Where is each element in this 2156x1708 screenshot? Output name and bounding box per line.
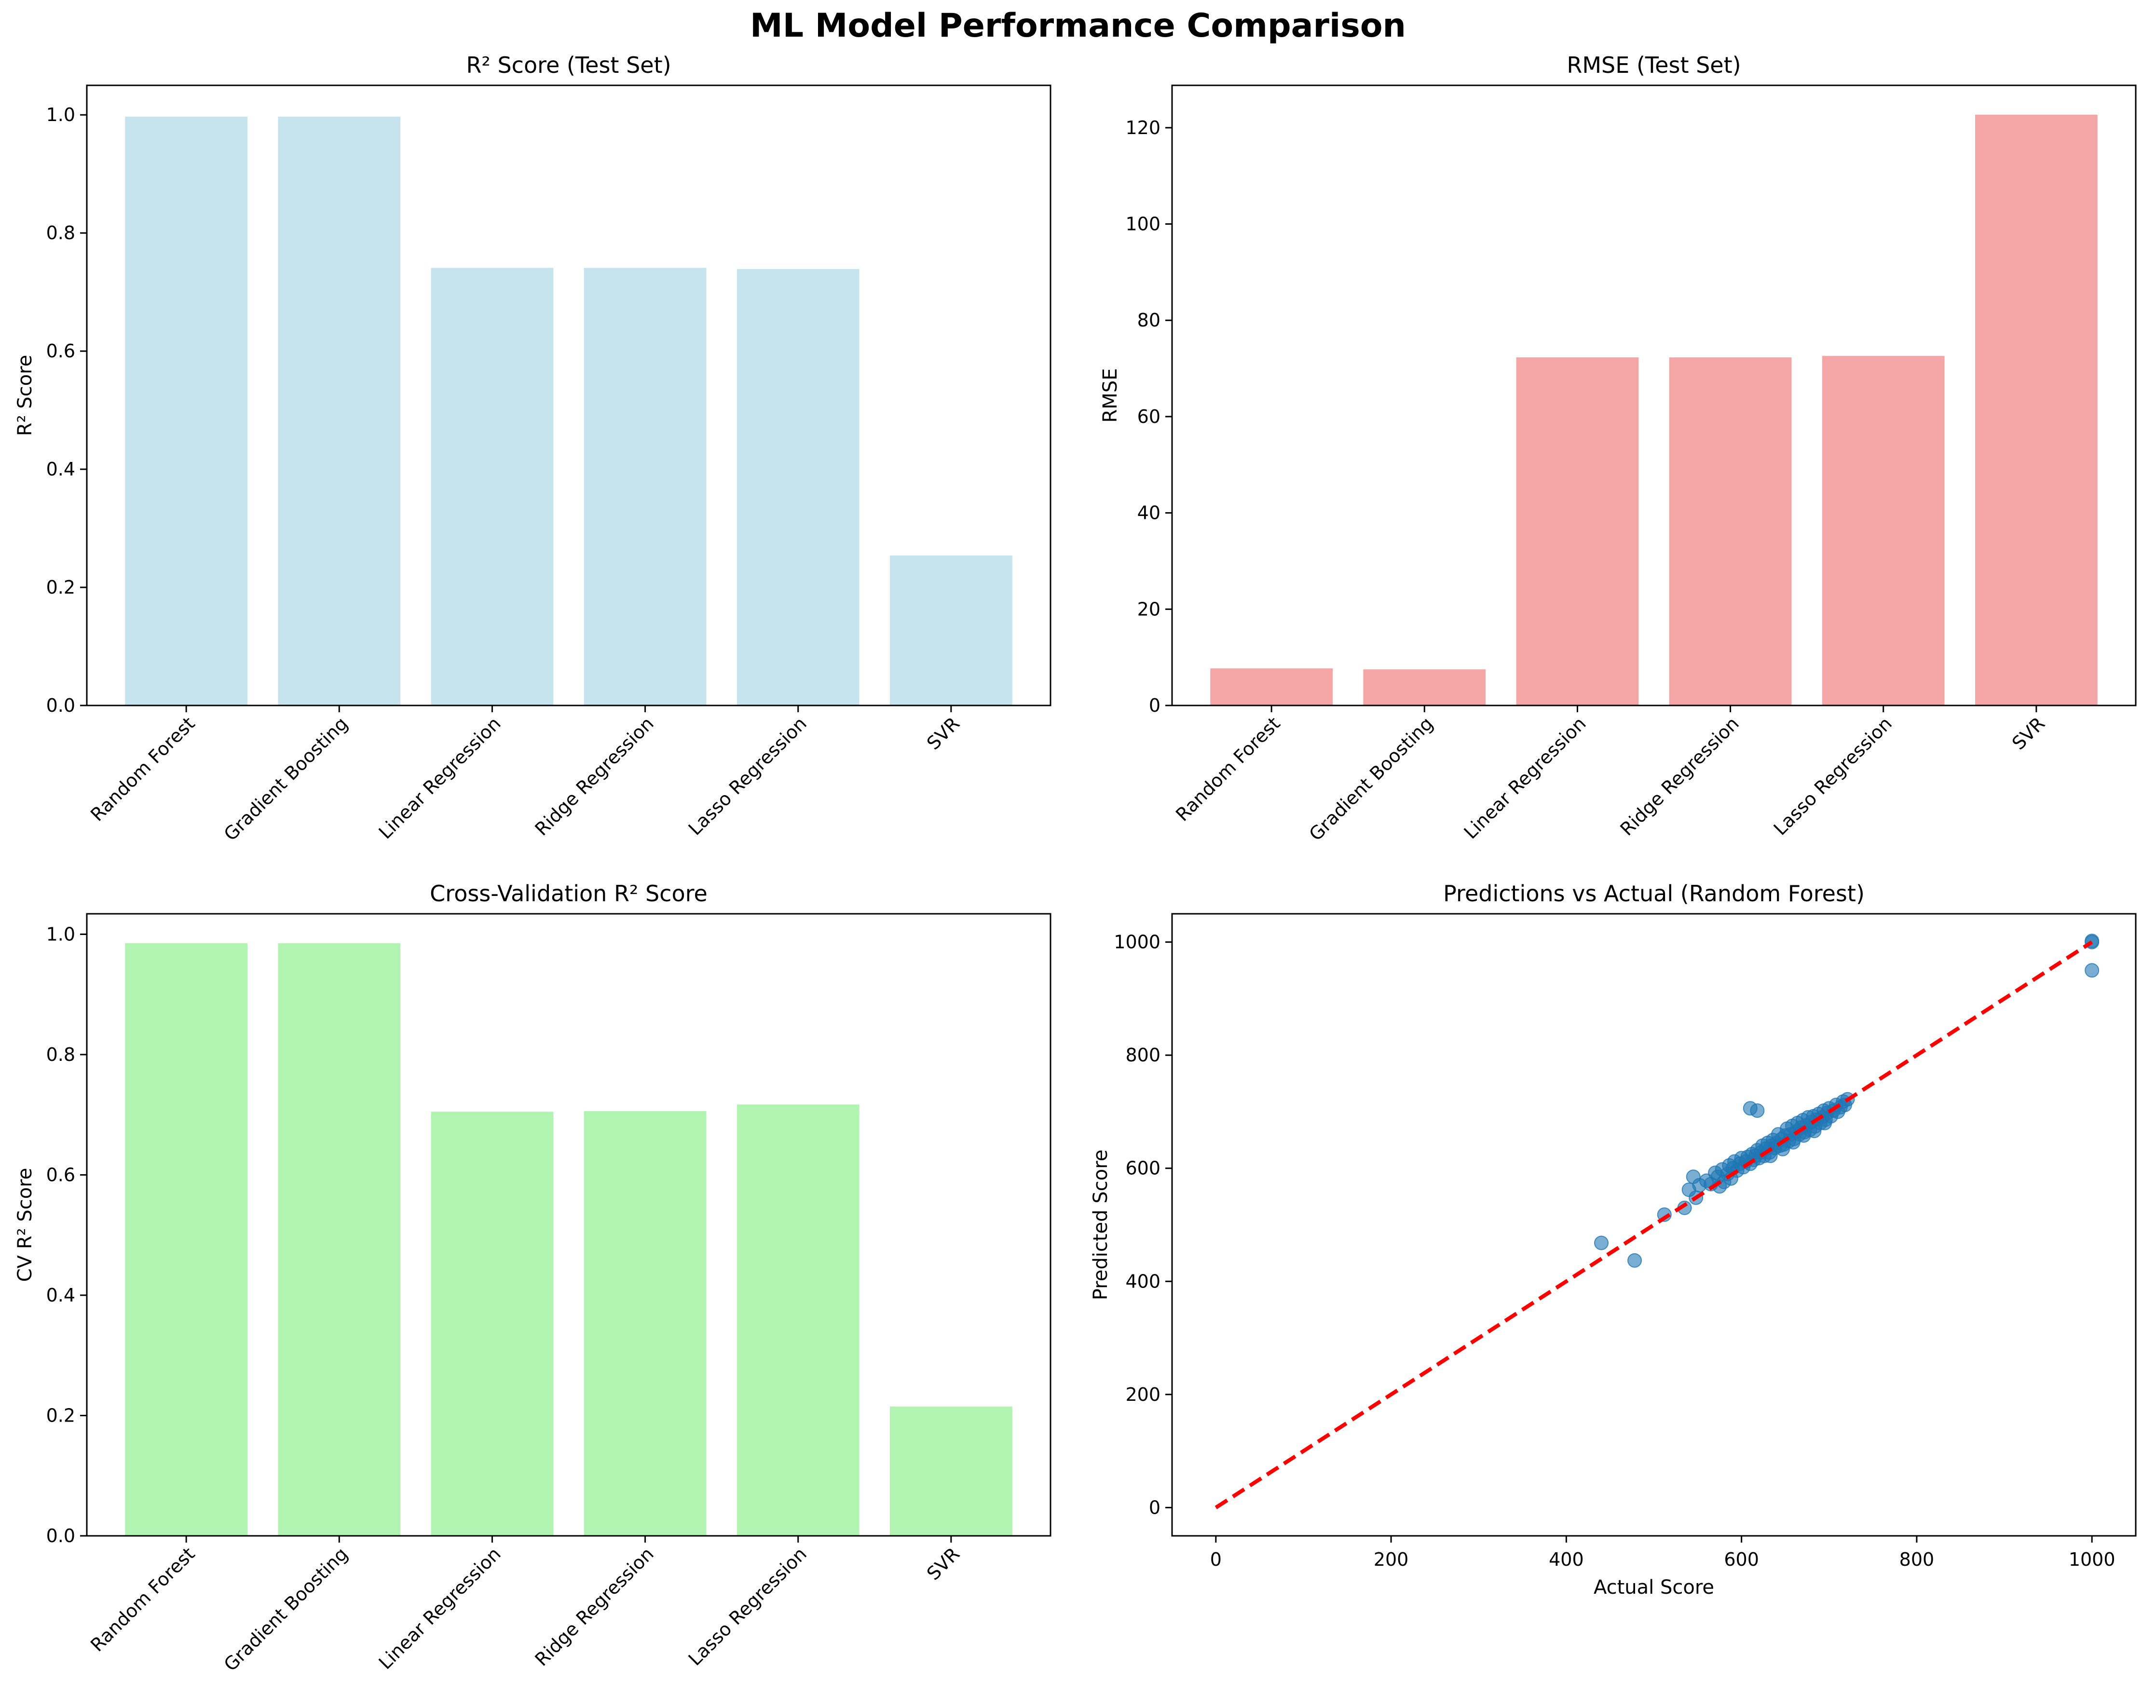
rmse-bar [1822,356,1945,705]
r2-bar [737,269,860,705]
scatter-axes-frame [1171,913,2137,1537]
r2-xtick-label: Random Forest [86,713,199,825]
scatter-ytick-label: 0 [1149,1497,1160,1518]
r2-axes-frame [86,84,1051,706]
r2-xtick-label: SVR [923,713,964,754]
cv-bar [278,943,401,1536]
cv-bar [431,1112,554,1536]
scatter-ylabel: Predicted Score [1090,1150,1112,1301]
scatter-point [1807,1124,1822,1139]
rmse-bar [1669,357,1792,705]
scatter-point [1786,1135,1801,1150]
scatter-point [1817,1115,1832,1130]
scatter-xtick-label: 0 [1210,1549,1222,1570]
rmse-xtick-label: Linear Regression [1460,713,1590,843]
scatter-reference-line [1214,940,2093,1509]
cv-bar [125,943,247,1536]
rmse-xtick-label: Ridge Regression [1616,713,1743,840]
scatter-xtick-label: 200 [1374,1549,1409,1570]
r2-xtick-label: Lasso Regression [684,713,811,840]
r2-bar [584,268,707,705]
r2-bar [890,555,1012,705]
rmse-axes-frame [1171,84,2137,706]
r2-title: R² Score (Test Set) [466,52,671,78]
scatter-ytick-label: 600 [1125,1158,1160,1179]
rmse-ytick-label: 120 [1125,117,1160,138]
cv-xtick-label: Random Forest [86,1543,199,1655]
scatter-point [1594,1235,1609,1250]
cv-ylabel: CV R² Score [14,1168,36,1282]
cv-ytick-label: 1.0 [46,923,75,945]
scatter-ytick-label: 400 [1125,1271,1160,1292]
cv-ytick-label: 0.8 [46,1044,75,1065]
rmse-ytick-label: 100 [1125,214,1160,235]
r2-ytick-label: 0.2 [46,577,75,598]
rmse-ylabel: RMSE [1099,368,1121,423]
scatter-xtick-label: 600 [1724,1549,1759,1570]
rmse-ytick-label: 60 [1137,406,1160,427]
scatter-point [1627,1253,1642,1268]
scatter-xtick-label: 800 [1899,1549,1935,1570]
cv-ytick-label: 0.2 [46,1405,75,1426]
rmse-xtick-label: Lasso Regression [1770,713,1897,840]
r2-xtick-label: Gradient Boosting [220,713,352,845]
r2-ytick-label: 0.0 [46,695,75,716]
rmse-bar [1975,114,2098,705]
cv-bar [890,1406,1012,1536]
rmse-ytick-label: 80 [1137,310,1160,331]
r2-bar [125,116,247,706]
scatter-xtick-label: 1000 [2069,1549,2115,1570]
r2-bar [431,268,554,705]
r2-ytick-label: 0.6 [46,340,75,362]
cv-bar [737,1104,860,1536]
cv-ytick-label: 0.4 [46,1285,75,1306]
cv-ytick-label: 0.6 [46,1164,75,1185]
cv-xtick-label: Gradient Boosting [220,1543,352,1675]
r2-ylabel: R² Score [14,355,36,436]
rmse-title: RMSE (Test Set) [1567,52,1741,78]
rmse-bar [1516,357,1639,705]
r2-ytick-label: 1.0 [46,104,75,125]
r2-ytick-label: 0.4 [46,459,75,480]
scatter-point [1750,1103,1765,1118]
r2-xtick-label: Ridge Regression [531,713,658,840]
rmse-xtick-label: Gradient Boosting [1305,713,1437,845]
rmse-bar [1363,669,1486,705]
cv-ytick-label: 0.0 [46,1525,75,1546]
cv-xtick-label: SVR [923,1543,964,1584]
r2-bar [278,116,401,706]
r2-xtick-label: Linear Regression [375,713,505,843]
cv-title: Cross-Validation R² Score [430,881,708,907]
cv-xtick-label: Lasso Regression [684,1543,811,1670]
rmse-ytick-label: 20 [1137,598,1160,620]
scatter-ytick-label: 1000 [1114,932,1160,953]
cv-xtick-label: Linear Regression [375,1543,505,1673]
scatter-xlabel: Actual Score [1594,1576,1714,1599]
cv-axes-frame [86,913,1051,1537]
rmse-ytick-label: 0 [1149,695,1160,716]
rmse-ytick-label: 40 [1137,502,1160,524]
scatter-point [2085,963,2100,978]
scatter-ytick-label: 200 [1125,1384,1160,1405]
rmse-xtick-label: Random Forest [1172,713,1284,825]
figure-title: ML Model Performance Comparison [750,7,1406,45]
cv-bar [584,1111,707,1536]
scatter-ytick-label: 800 [1125,1044,1160,1066]
cv-xtick-label: Ridge Regression [531,1543,658,1670]
rmse-bar [1210,668,1333,705]
r2-ytick-label: 0.8 [46,222,75,244]
rmse-xtick-label: SVR [2008,713,2049,754]
scatter-xtick-label: 400 [1549,1549,1584,1570]
scatter-title: Predictions vs Actual (Random Forest) [1443,881,1865,907]
